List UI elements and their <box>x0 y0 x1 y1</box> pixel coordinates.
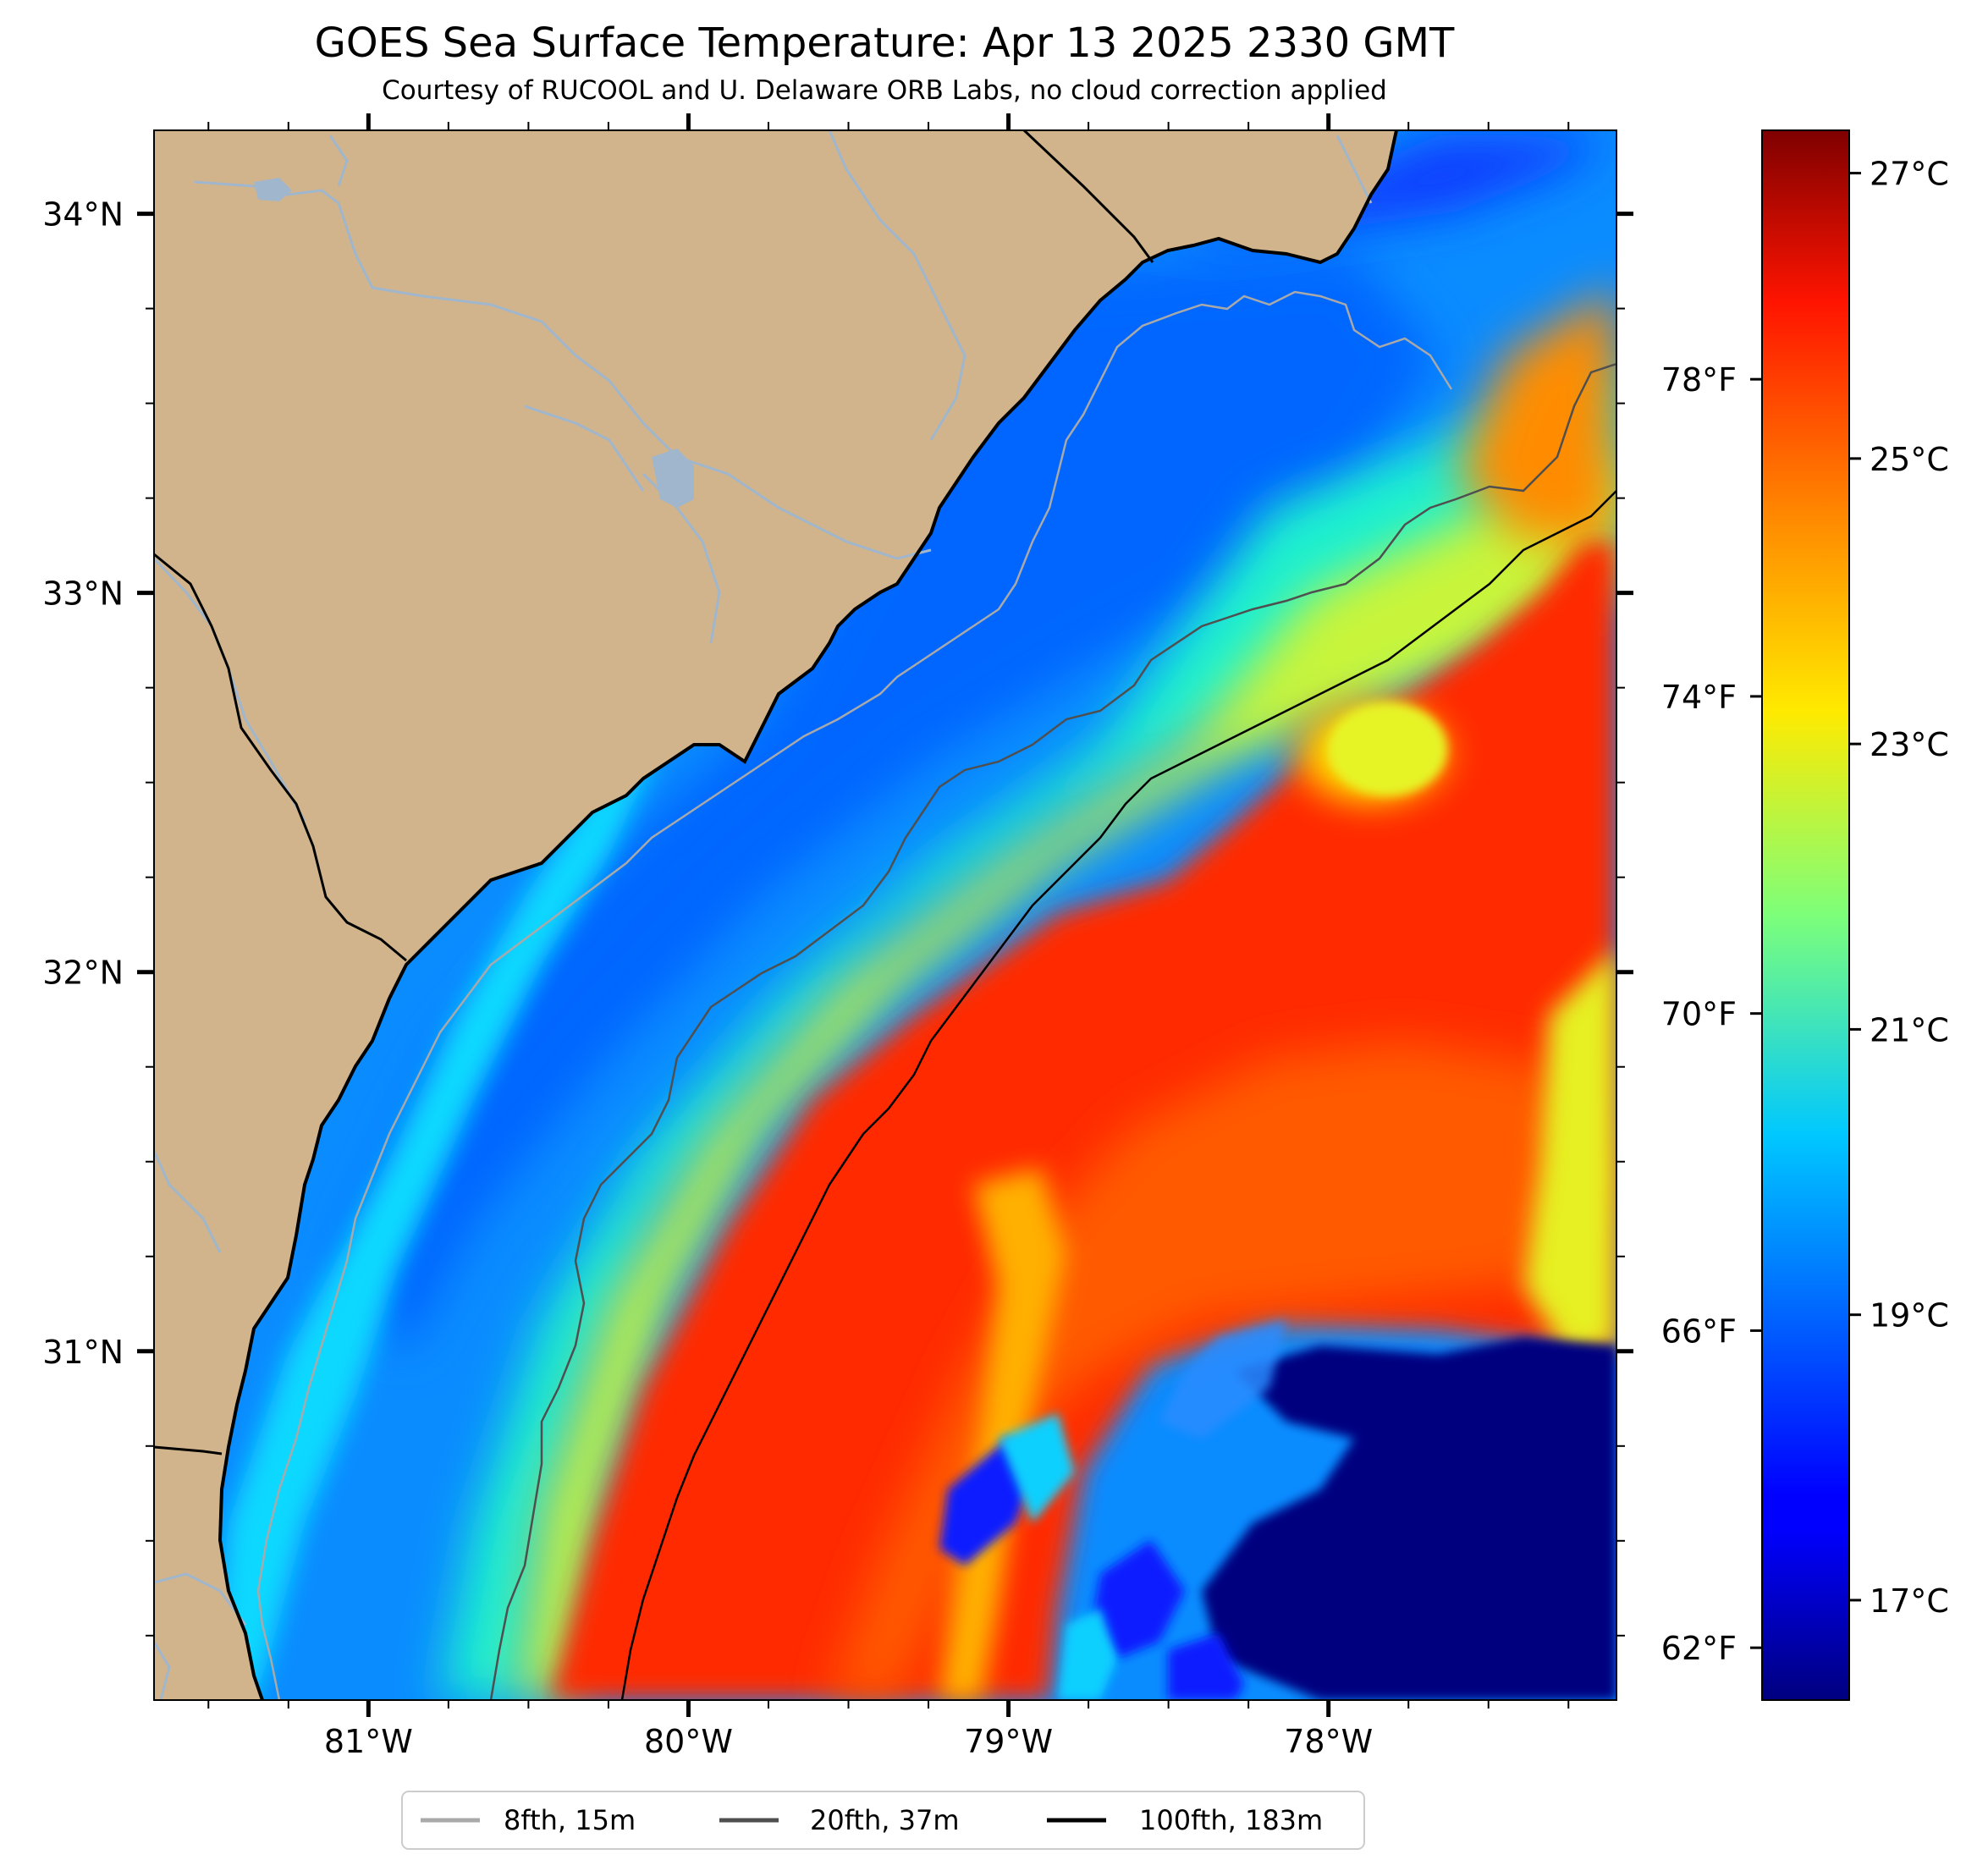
land-mass <box>154 130 1396 1700</box>
celsius-tick-label: 27°C <box>1870 156 1949 193</box>
map-axes: 81°W 80°W 79°W 78°W 34°N 33°N 32°N 31°N <box>42 113 1633 1760</box>
fahrenheit-tick-label: 66°F <box>1661 1312 1737 1350</box>
lat-tick-label: 32°N <box>42 955 124 992</box>
figure-subtitle: Courtesy of RUCOOL and U. Delaware ORB L… <box>382 75 1387 106</box>
figure-title: GOES Sea Surface Temperature: Apr 13 202… <box>315 19 1455 67</box>
celsius-tick-label: 21°C <box>1870 1011 1949 1048</box>
fahrenheit-tick-label: 74°F <box>1661 679 1737 716</box>
fahrenheit-tick-label: 78°F <box>1661 361 1737 399</box>
map-panel <box>154 130 1616 1700</box>
lat-tick-label: 33°N <box>42 575 124 613</box>
legend-label-100fth: 100fth, 183m <box>1139 1804 1323 1836</box>
fahrenheit-tick-label: 62°F <box>1661 1630 1737 1667</box>
lon-tick-label: 80°W <box>644 1723 733 1760</box>
colorbar-fahrenheit-ticks: 62°F 66°F 70°F 74°F 78°F <box>1661 361 1762 1667</box>
reservoir <box>652 448 694 508</box>
reservoir <box>254 178 292 201</box>
coastline <box>218 130 1398 1700</box>
lat-tick-label: 34°N <box>42 196 124 234</box>
colorbar <box>1761 129 1850 1701</box>
legend-box <box>401 1791 1365 1850</box>
legend-label-20fth: 20fth, 37m <box>810 1804 959 1836</box>
map-frame <box>153 129 1617 1701</box>
celsius-tick-label: 23°C <box>1870 726 1949 763</box>
colorbar-celsius-ticks: 17°C 19°C 21°C 23°C 25°C 27°C <box>1849 156 1949 1620</box>
lon-tick-label: 81°W <box>324 1723 413 1760</box>
sst-field <box>212 135 1616 1700</box>
lon-tick-label: 79°W <box>964 1723 1053 1760</box>
rivers <box>154 130 1373 1700</box>
state-borders <box>154 130 1154 1456</box>
colorbar-gradient <box>1761 129 1850 1701</box>
isobath-8fth <box>256 290 1453 1700</box>
isobath-100fth <box>620 490 1616 1700</box>
fahrenheit-tick-label: 70°F <box>1661 996 1737 1033</box>
celsius-tick-label: 19°C <box>1870 1297 1949 1334</box>
lat-tick-label: 31°N <box>42 1334 124 1371</box>
legend-label-8fth: 8fth, 15m <box>504 1804 636 1836</box>
isobath-20fth <box>489 362 1616 1700</box>
lon-tick-label: 78°W <box>1284 1723 1373 1760</box>
celsius-tick-label: 17°C <box>1870 1582 1949 1620</box>
isobath-legend: 8fth, 15m 20fth, 37m 100fth, 183m <box>401 1791 1365 1850</box>
celsius-tick-label: 25°C <box>1870 441 1949 478</box>
